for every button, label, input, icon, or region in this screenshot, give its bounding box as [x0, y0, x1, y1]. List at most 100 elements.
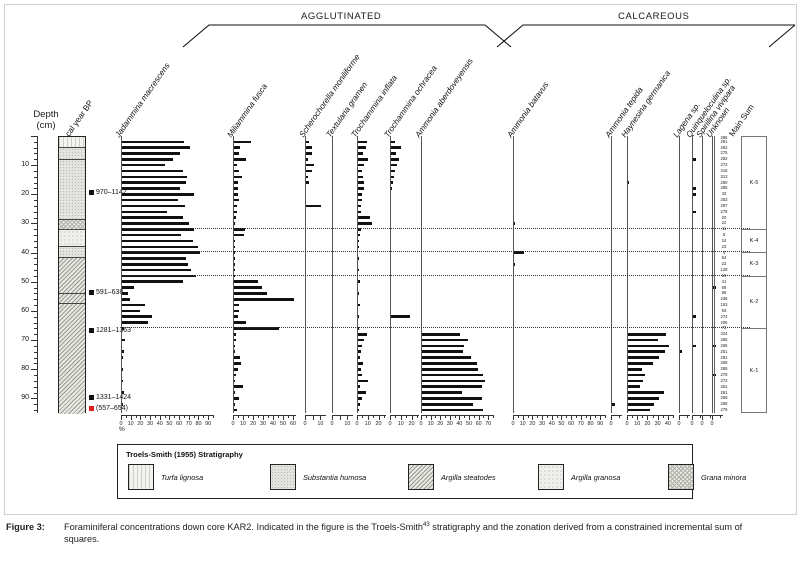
x-axis-tick-label: 20	[250, 421, 256, 427]
taxon-bar	[628, 397, 659, 400]
depth-tick	[31, 136, 37, 137]
depth-tick-label: 40	[21, 248, 29, 256]
taxon-bar	[234, 204, 237, 208]
taxon-x-axis: 0 10 20 30 40 50 60 70 80 90	[120, 415, 215, 427]
taxon-bar	[693, 210, 697, 214]
x-axis-tick	[454, 415, 456, 418]
taxon-bar	[122, 251, 201, 254]
taxon-bar	[234, 228, 245, 231]
depth-tick	[34, 217, 37, 219]
taxon-bar	[234, 297, 294, 301]
taxon-bar	[358, 181, 365, 184]
legend-item: Substantia humosa	[270, 464, 366, 490]
taxon-bar	[628, 402, 654, 406]
date-marker-square	[89, 395, 94, 401]
main-sum-value: 274	[720, 313, 728, 319]
x-axis-tick-label: 0	[690, 421, 694, 427]
x-axis-tick-label: 50	[558, 421, 565, 427]
taxon-bar	[422, 402, 473, 406]
x-axis-tick	[435, 415, 437, 418]
depth-tick	[31, 194, 37, 196]
taxon-bar	[122, 152, 181, 155]
main-sum-value: 276	[720, 407, 728, 413]
legend-item-label: Argilla steatodes	[441, 472, 496, 482]
taxon-x-axis: 0	[691, 415, 704, 427]
main-sum-value: 253	[720, 197, 728, 203]
taxon-bar	[234, 239, 236, 243]
x-axis-tick-label: 60	[176, 421, 183, 427]
depth-tick	[34, 270, 37, 272]
x-axis-tick-label: 0	[303, 421, 307, 427]
x-axis-tick	[637, 415, 639, 420]
taxon-bar	[122, 350, 124, 354]
taxon-bar	[358, 152, 364, 155]
taxon-bar	[122, 228, 194, 231]
taxon-bar	[122, 280, 183, 284]
taxon-bar	[234, 193, 238, 196]
main-sum-value: 265	[720, 366, 728, 372]
x-axis-tick-label: 50	[280, 421, 286, 427]
taxon-bar	[234, 356, 240, 359]
taxon-x-axis: 0 10 20 30 40 50 60	[232, 415, 297, 427]
x-axis-tick	[373, 415, 375, 418]
lithology-segment	[59, 292, 85, 304]
main-sum-value: 5	[722, 232, 726, 238]
x-axis-tick-label: 0	[625, 421, 629, 427]
x-axis-tick	[243, 415, 244, 420]
taxon-bar	[234, 397, 239, 400]
x-axis-tick	[339, 415, 341, 420]
x-axis-line	[233, 415, 296, 416]
depth-tick	[34, 328, 37, 330]
main-sum-value: 258	[720, 401, 728, 407]
depth-tick	[34, 182, 37, 184]
taxon-bar	[422, 344, 465, 348]
x-axis-tick-label: 10	[397, 421, 404, 427]
taxon-bar	[358, 175, 364, 179]
taxon-bar	[514, 262, 516, 266]
taxon-bar	[234, 233, 244, 237]
taxon-bar	[122, 315, 153, 319]
depth-tick	[34, 147, 37, 149]
taxon-bar	[391, 158, 399, 161]
depth-tick-label: 50	[21, 277, 29, 285]
taxon-bar	[628, 362, 653, 365]
x-axis-tick	[488, 415, 490, 420]
date-marker-label: 970–1142	[96, 188, 127, 196]
taxon-bar	[693, 158, 697, 161]
taxon-bar	[122, 274, 196, 278]
taxon-bar	[358, 362, 364, 365]
taxon-bar	[306, 163, 314, 167]
taxon-bar	[306, 152, 313, 155]
taxon-bar	[122, 268, 191, 272]
taxon-bar	[234, 245, 236, 249]
x-axis-tick-label: 0	[388, 421, 392, 427]
x-axis-tick-label: 0	[609, 421, 613, 427]
taxon-bar	[234, 210, 237, 214]
depth-tick	[34, 258, 37, 260]
main-sum-value: 275	[720, 150, 728, 156]
taxon-bar	[234, 152, 239, 155]
taxon-bar	[122, 303, 146, 307]
depth-tick	[34, 159, 37, 161]
taxon-bar	[612, 402, 616, 406]
taxon-bar	[628, 338, 658, 342]
taxon-bar	[358, 140, 367, 144]
date-marker-square	[89, 189, 94, 195]
depth-tick	[31, 223, 37, 225]
taxon-bar	[358, 338, 365, 342]
x-axis-tick-label: 10	[127, 421, 134, 427]
depth-tick	[31, 252, 37, 254]
taxon-bar	[122, 146, 190, 149]
taxon-bar	[234, 362, 241, 365]
x-axis-tick	[367, 415, 369, 420]
x-axis-tick	[513, 415, 514, 420]
taxon-bar	[628, 408, 651, 412]
percent-axis-label: %	[119, 426, 125, 433]
taxon-bar	[122, 297, 130, 301]
taxon-bar	[234, 350, 236, 354]
depth-tick	[34, 211, 37, 213]
main-sum-value: 251	[720, 348, 728, 354]
taxon-bar	[234, 222, 236, 225]
depth-tick	[34, 153, 37, 155]
taxon-bar	[693, 315, 697, 319]
